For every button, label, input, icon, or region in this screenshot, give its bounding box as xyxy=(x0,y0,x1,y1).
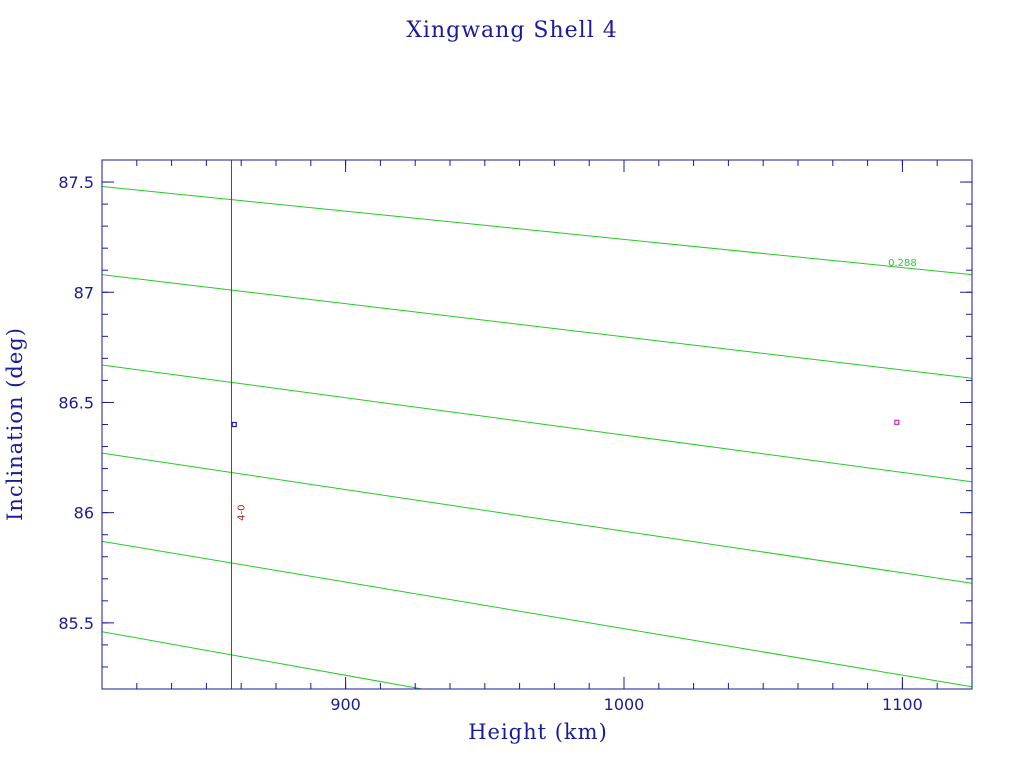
y-tick-label: 86 xyxy=(74,504,94,523)
contour-line-6 xyxy=(102,631,423,689)
contour-line-3 xyxy=(102,364,972,483)
contour-line-4 xyxy=(102,452,972,584)
contour-line-1 xyxy=(102,185,972,276)
contour-label-1: 0.288 xyxy=(888,258,917,269)
x-axis-label: Height (km) xyxy=(468,720,608,744)
x-tick-label: 1000 xyxy=(604,695,645,714)
y-tick-label: 87 xyxy=(74,283,94,302)
data-point-2 xyxy=(894,419,900,425)
y-axis-label: Inclination (deg) xyxy=(3,327,27,521)
contour-line-2 xyxy=(102,274,972,379)
x-tick-label: 900 xyxy=(330,695,361,714)
y-tick-label: 85.5 xyxy=(58,614,94,633)
y-tick-label: 86.5 xyxy=(58,393,94,412)
data-point-1 xyxy=(231,421,237,428)
chart-title: Xingwang Shell 4 xyxy=(406,18,617,43)
vertical-marker-label: 4-0 xyxy=(236,504,247,520)
contour-line-5 xyxy=(102,540,972,688)
y-tick-label: 87.5 xyxy=(58,173,94,192)
x-tick-label: 1100 xyxy=(882,695,923,714)
